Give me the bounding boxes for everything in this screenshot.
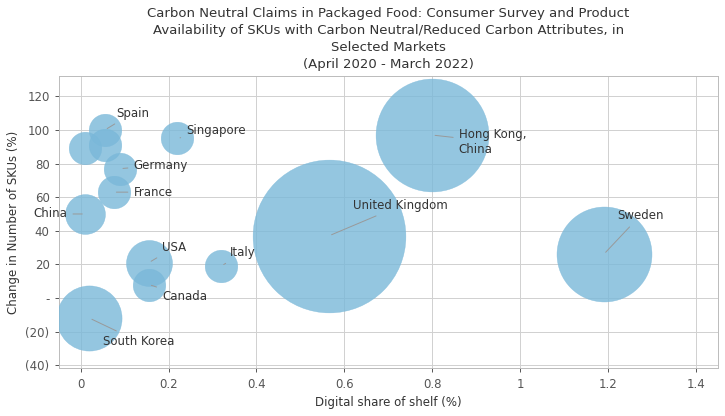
Point	[426, 132, 438, 139]
Text: USA: USA	[151, 241, 186, 261]
Point	[143, 281, 154, 288]
Point	[323, 233, 335, 239]
Point	[108, 189, 120, 196]
Text: Canada: Canada	[152, 285, 207, 302]
Text: Singapore: Singapore	[180, 124, 246, 138]
Point	[79, 210, 91, 217]
Point	[115, 165, 126, 172]
Point	[83, 315, 95, 322]
Text: Spain: Spain	[107, 107, 149, 129]
Text: United Kingdom: United Kingdom	[331, 199, 448, 235]
Text: France: France	[117, 186, 173, 199]
Text: Germany: Germany	[123, 159, 188, 172]
Point	[99, 127, 111, 134]
X-axis label: Digital share of shelf (%): Digital share of shelf (%)	[315, 396, 462, 409]
Text: China: China	[33, 208, 82, 220]
Point	[99, 142, 111, 149]
Point	[172, 135, 183, 142]
Point	[598, 251, 610, 258]
Point	[215, 263, 227, 270]
Point	[79, 145, 91, 152]
Text: Italy: Italy	[224, 246, 256, 265]
Point	[143, 259, 154, 266]
Text: South Korea: South Korea	[92, 319, 174, 348]
Text: Hong Kong,
China: Hong Kong, China	[435, 128, 526, 156]
Y-axis label: Change in Number of SKUs (%): Change in Number of SKUs (%)	[7, 131, 20, 314]
Title: Carbon Neutral Claims in Packaged Food: Consumer Survey and Product
Availability: Carbon Neutral Claims in Packaged Food: …	[147, 7, 629, 71]
Text: Sweden: Sweden	[605, 209, 663, 252]
